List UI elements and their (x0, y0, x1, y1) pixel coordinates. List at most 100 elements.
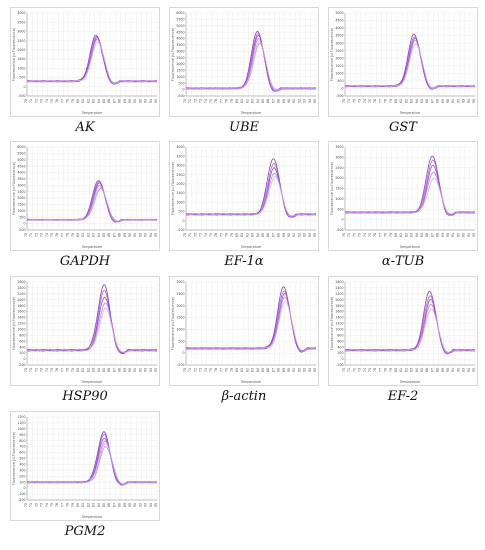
x-tick-label: 76 (55, 99, 59, 103)
y-tick-label: 0 (182, 351, 184, 355)
y-tick-label: 1500 (176, 191, 184, 195)
x-tick-label: 75 (209, 368, 213, 372)
y-tick-label: 1500 (335, 64, 343, 68)
y-tick-label: 3000 (335, 41, 343, 45)
x-tick-label: 70 (24, 99, 28, 103)
x-tick-label: 87 (271, 233, 275, 237)
y-tick-label: 5500 (17, 151, 25, 155)
y-tick-label: 1500 (17, 57, 25, 61)
x-tick-label: 75 (368, 368, 372, 372)
x-tick-label: 90 (287, 233, 291, 237)
x-tick-label: 80 (235, 99, 239, 103)
y-tick-label: 1800 (17, 304, 25, 308)
x-tick-label: 78 (66, 368, 70, 372)
y-tick-label: -500 (336, 228, 343, 232)
y-axis-label: Fluorescence (d-Fluorescence) (12, 296, 16, 350)
x-tick-label: 85 (102, 233, 106, 237)
y-tick-label: 2000 (335, 56, 343, 60)
melt-curve-series (185, 301, 317, 352)
x-tick-label: 93 (303, 233, 307, 237)
y-axis-label: Fluorescence (d-Fluorescence) (12, 27, 16, 81)
x-tick-label: 88 (277, 368, 281, 372)
melt-curve-series (344, 159, 476, 215)
x-tick-label: 90 (287, 368, 291, 372)
y-tick-label: 1000 (17, 427, 25, 431)
x-tick-label: 91 (292, 233, 296, 237)
melt-curve-series (344, 298, 476, 354)
y-tick-label: 500 (178, 339, 184, 343)
caption-ak: AK (75, 120, 95, 135)
x-tick-label: 83 (92, 368, 96, 372)
x-tick-label: 82 (86, 503, 90, 507)
x-tick-label: 74 (45, 503, 49, 507)
x-tick-label: 76 (373, 233, 377, 237)
x-tick-label: 91 (133, 368, 137, 372)
y-tick-label: 1000 (176, 75, 184, 79)
y-tick-label: 3000 (335, 155, 343, 159)
x-tick-label: 94 (308, 99, 312, 103)
x-tick-label: 77 (219, 368, 223, 372)
x-tick-label: 76 (373, 99, 377, 103)
y-tick-label: 1000 (335, 328, 343, 332)
x-tick-label: 74 (204, 233, 208, 237)
x-tick-label: 74 (45, 368, 49, 372)
y-tick-label: 1400 (335, 316, 343, 320)
x-tick-label: 89 (123, 99, 127, 103)
y-tick-label: 1000 (335, 71, 343, 75)
y-tick-label: 3000 (17, 30, 25, 34)
x-tick-label: 74 (363, 233, 367, 237)
x-tick-label: 76 (214, 233, 218, 237)
x-tick-label: 95 (154, 368, 158, 372)
x-tick-label: 70 (342, 233, 346, 237)
melt-curve-series (26, 34, 157, 85)
x-tick-label: 86 (107, 503, 111, 507)
y-tick-label: 200 (337, 351, 343, 355)
x-tick-label: 70 (24, 233, 28, 237)
x-axis-label: Temperature (240, 245, 261, 249)
x-tick-label: 80 (76, 233, 80, 237)
x-tick-label: 95 (154, 99, 158, 103)
x-tick-label: 84 (415, 368, 419, 372)
y-tick-label: 1600 (335, 310, 343, 314)
x-tick-label: 95 (472, 99, 476, 103)
x-tick-label: 72 (34, 233, 38, 237)
x-tick-label: 71 (347, 233, 351, 237)
melt-curve-chart-ak: Fluorescence (d-Fluorescence) 4000 3500 300… (12, 11, 158, 115)
y-tick-label: 4500 (17, 164, 25, 168)
x-tick-label: 81 (240, 233, 244, 237)
x-tick-label: 84 (97, 99, 101, 103)
melt-curve-series (344, 308, 476, 353)
x-tick-label: 86 (425, 99, 429, 103)
x-tick-label: 75 (209, 233, 213, 237)
x-tick-label: 72 (193, 368, 197, 372)
x-tick-label: 77 (60, 503, 64, 507)
melt-curve-series (185, 34, 317, 92)
x-tick-label: 88 (436, 368, 440, 372)
y-tick-label: 1500 (335, 187, 343, 191)
melt-curve-series (185, 158, 316, 218)
y-tick-label: 1000 (176, 200, 184, 204)
x-tick-label: 76 (55, 233, 59, 237)
x-tick-label: 70 (24, 503, 28, 507)
x-tick-label: 90 (446, 99, 450, 103)
x-tick-label: 90 (287, 99, 291, 103)
melt-curve-series (185, 33, 317, 91)
x-tick-label: 92 (456, 99, 460, 103)
melt-curve-series (344, 177, 476, 215)
x-tick-label: 84 (415, 233, 419, 237)
x-tick-label: 79 (230, 99, 234, 103)
x-tick-label: 87 (112, 503, 116, 507)
y-tick-label: 1400 (17, 316, 25, 320)
x-tick-label: 93 (462, 99, 466, 103)
x-tick-label: 90 (446, 368, 450, 372)
y-tick-label: 100 (19, 480, 25, 484)
x-tick-label: 75 (209, 99, 213, 103)
x-tick-label: 86 (266, 233, 270, 237)
x-tick-label: 74 (45, 233, 49, 237)
x-tick-label: 79 (71, 99, 75, 103)
x-tick-label: 82 (404, 99, 408, 103)
x-tick-label: 77 (60, 368, 64, 372)
y-tick-label: -100 (18, 492, 25, 496)
x-tick-label: 92 (138, 233, 142, 237)
x-tick-label: 73 (40, 503, 44, 507)
